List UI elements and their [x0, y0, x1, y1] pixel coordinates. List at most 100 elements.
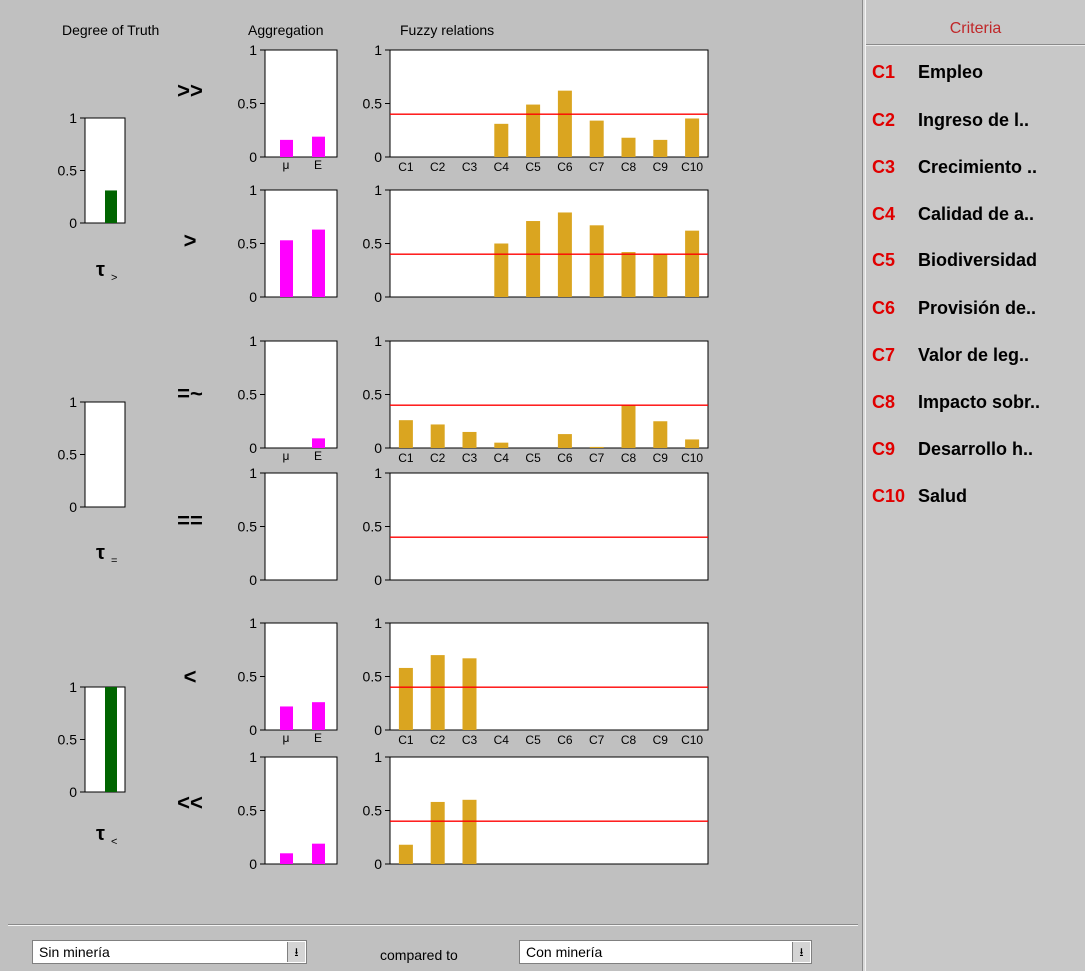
- criterion-category-label: C1: [398, 733, 414, 747]
- aggregation-chart-3: 10.50: [238, 465, 338, 588]
- y-tick-label: 0.5: [363, 96, 383, 112]
- y-tick-label: 1: [69, 110, 77, 126]
- y-tick-label: 0: [374, 440, 382, 456]
- criterion-category-label: C3: [462, 451, 478, 465]
- fuzzy-relation-bar: [462, 431, 477, 448]
- fuzzy-relation-bar: [621, 252, 636, 297]
- y-tick-label: 1: [374, 465, 382, 481]
- fuzzy-relation-bar: [621, 137, 636, 157]
- aggregation-bar: [280, 853, 293, 864]
- y-tick-label: 1: [249, 749, 257, 765]
- criteria-name: Ingreso de l..: [918, 110, 1030, 130]
- truth-chart-1: 10.50: [58, 394, 126, 515]
- dropdown-arrow-icon[interactable]: ⭳: [287, 942, 305, 962]
- column-title-aggregation: Aggregation: [248, 22, 324, 38]
- criterion-category-label: C3: [462, 733, 478, 747]
- criteria-item-c7[interactable]: C7 Valor de leg..: [872, 345, 1029, 366]
- criteria-name: Valor de leg..: [918, 345, 1030, 365]
- fuzzy-relation-bar: [526, 104, 541, 157]
- y-tick-label: 1: [69, 679, 77, 695]
- criteria-code: C2: [872, 110, 896, 130]
- criteria-code: C4: [872, 204, 896, 224]
- column-title-degree-of-truth: Degree of Truth: [62, 22, 160, 38]
- panel-splitter[interactable]: [862, 0, 866, 971]
- y-tick-label: 0.5: [363, 387, 383, 403]
- criterion-category-label: C8: [621, 733, 637, 747]
- y-tick-label: 1: [249, 465, 257, 481]
- tau-symbol: τ: [96, 259, 105, 281]
- aggregation-category-label: E: [314, 158, 322, 172]
- alternative-b-select[interactable]: Con minería ⭳: [519, 940, 812, 964]
- criterion-category-label: C4: [494, 733, 510, 747]
- criteria-name: Biodiversidad: [918, 250, 1038, 270]
- plot-area: [264, 49, 338, 158]
- y-tick-label: 0.5: [238, 803, 258, 819]
- relation-symbol: =~: [177, 381, 203, 406]
- plot-area: [264, 622, 338, 731]
- criterion-category-label: C9: [653, 160, 669, 174]
- y-tick-label: 0: [69, 784, 77, 800]
- aggregation-bar: [280, 706, 293, 730]
- tau-subscript: >: [111, 272, 117, 284]
- fuzzy-relation-bar: [494, 123, 509, 157]
- aggregation-bar: [280, 240, 293, 297]
- fuzzy-relation-bar: [430, 424, 445, 448]
- y-tick-label: 0: [249, 149, 257, 165]
- fuzzy-relation-bar: [398, 420, 413, 448]
- criteria-item-c6[interactable]: C6 Provisión de..: [872, 298, 1036, 319]
- criterion-category-label: C10: [681, 160, 703, 174]
- relation-symbol: <: [184, 664, 197, 689]
- criteria-code: C3: [872, 157, 896, 177]
- criteria-name: Impacto sobr..: [918, 392, 1041, 412]
- y-tick-label: 0.5: [58, 732, 78, 748]
- criteria-item-c10[interactable]: C10 Salud: [872, 486, 967, 507]
- y-tick-label: 1: [249, 42, 257, 58]
- y-tick-label: 1: [374, 615, 382, 631]
- y-tick-label: 0.5: [363, 803, 383, 819]
- criterion-category-label: C4: [494, 160, 510, 174]
- fuzzy-relation-chart-4: 10.50: [363, 615, 709, 738]
- y-tick-label: 1: [374, 749, 382, 765]
- y-tick-label: 0: [374, 149, 382, 165]
- criteria-title: Criteria: [949, 20, 1002, 37]
- criterion-category-label: C1: [398, 160, 414, 174]
- criteria-code: C8: [872, 392, 896, 412]
- dropdown-arrow-icon[interactable]: ⭳: [792, 942, 810, 962]
- fuzzy-relation-chart-3: 10.50: [363, 465, 709, 588]
- criterion-category-label: C5: [525, 451, 541, 465]
- criteria-item-c5[interactable]: C5 Biodiversidad: [872, 250, 1037, 271]
- fuzzy-relation-chart-5: 10.50: [363, 749, 709, 872]
- fuzzy-relation-bar: [685, 439, 700, 448]
- criterion-category-label: C5: [525, 733, 541, 747]
- fuzzy-relation-bar: [653, 421, 668, 448]
- criteria-name: Salud: [918, 486, 968, 506]
- fuzzy-relation-bar: [557, 90, 572, 157]
- criteria-item-c3[interactable]: C3 Crecimiento ..: [872, 157, 1037, 178]
- criteria-name: Calidad de a..: [918, 204, 1035, 224]
- truth-bar: [105, 190, 117, 223]
- truth-bar: [105, 687, 117, 792]
- criteria-item-c9[interactable]: C9 Desarrollo h..: [872, 439, 1033, 460]
- criteria-item-c2[interactable]: C2 Ingreso de l..: [872, 110, 1029, 131]
- fuzzy-relation-bar: [653, 254, 668, 297]
- aggregation-bar: [312, 843, 325, 864]
- plot-area: [264, 189, 338, 298]
- fuzzy-relation-bar: [557, 434, 572, 448]
- aggregation-chart-2: 10.50: [238, 333, 338, 456]
- alternative-a-select[interactable]: Sin minería ⭳: [32, 940, 307, 964]
- y-tick-label: 0: [69, 215, 77, 231]
- criterion-category-label: C4: [494, 451, 510, 465]
- criteria-item-c4[interactable]: C4 Calidad de a..: [872, 204, 1034, 225]
- criteria-item-c1[interactable]: C1 Empleo: [872, 62, 983, 83]
- fuzzy-relation-bar: [462, 658, 477, 730]
- criterion-category-label: C10: [681, 451, 703, 465]
- relation-symbol: <<: [177, 790, 203, 815]
- criterion-category-label: C2: [430, 451, 446, 465]
- alternative-b-value: Con minería: [526, 944, 603, 960]
- criteria-item-c8[interactable]: C8 Impacto sobr..: [872, 392, 1040, 413]
- footer-divider: [8, 924, 858, 926]
- y-tick-label: 0.5: [238, 236, 258, 252]
- y-tick-label: 0: [249, 722, 257, 738]
- y-tick-label: 0: [374, 289, 382, 305]
